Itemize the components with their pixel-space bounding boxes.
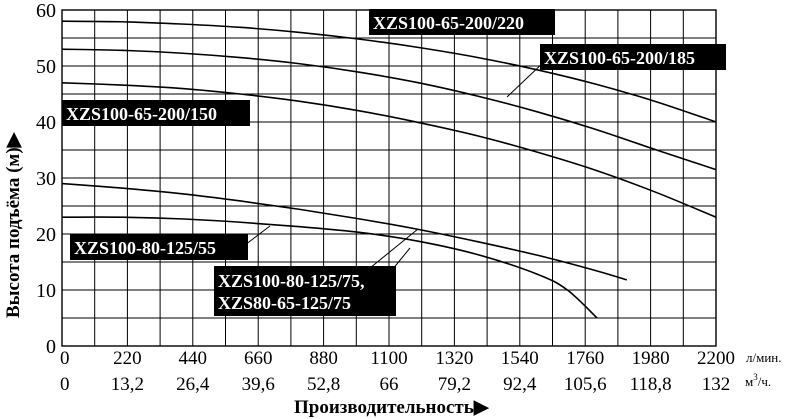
svg-text:XZS100-65-200/150: XZS100-65-200/150 (66, 104, 217, 124)
x2-unit-label: м3/ч. (745, 372, 771, 389)
x-tick-label: 2200 (697, 348, 735, 369)
series-curve-2 (61, 48, 717, 171)
series-label-55: XZS100-80-125/55 (70, 234, 248, 260)
y-tick-label: 40 (36, 112, 56, 134)
svg-text:XZS100-65-200/220: XZS100-65-200/220 (373, 13, 524, 33)
x-tick-label: 440 (179, 348, 208, 369)
x-tick-label: 1980 (632, 348, 670, 369)
label-leader-75-a (369, 228, 419, 269)
series-curve-1 (61, 20, 717, 123)
series-label-150: XZS100-65-200/150 (62, 100, 250, 126)
x2-tick-label: 92,4 (503, 374, 537, 395)
x2-tick-label: 0 (60, 374, 70, 395)
y-tick-label: 30 (36, 168, 56, 190)
x-axis-title: Производительность▶ (294, 397, 490, 418)
svg-text:XZS100-80-125/55: XZS100-80-125/55 (74, 238, 216, 258)
x-tick-label: 660 (244, 348, 273, 369)
x-tick-label: 1540 (501, 348, 539, 369)
series-curve-4 (61, 182, 628, 281)
x2-tick-label: 66 (380, 374, 399, 395)
label-leader-185 (506, 59, 547, 98)
y-tick-label: 20 (36, 224, 56, 246)
series-label-75: XZS100-80-125/75, XZS80-65-125/75 (214, 266, 396, 316)
series-label-185: XZS100-65-200/185 (540, 44, 726, 70)
x2-tick-label: 39,6 (242, 374, 275, 395)
x2-tick-label: 26,4 (176, 374, 210, 395)
x-tick-label: 880 (309, 348, 338, 369)
y-tick-label: 60 (36, 0, 56, 22)
x-tick-label: 1320 (435, 348, 473, 369)
x2-tick-label: 13,2 (111, 374, 144, 395)
y-tick-label: 10 (36, 280, 56, 302)
x-tick-label: 1760 (566, 348, 604, 369)
x-tick-label: 0 (60, 348, 70, 369)
y-tick-label: 50 (36, 56, 56, 78)
x2-tick-label: 118,8 (630, 374, 672, 395)
x2-tick-label: 132 (702, 374, 731, 395)
svg-text:XZS80-65-125/75: XZS80-65-125/75 (218, 293, 351, 313)
x2-tick-label: 79,2 (438, 374, 471, 395)
label-leader-55 (244, 225, 271, 246)
x2-tick-label: 105,6 (564, 374, 607, 395)
y-axis-title: Высота подъёма (м)▶ (3, 131, 24, 318)
x-tick-label: 1100 (370, 348, 407, 369)
x2-tick-label: 52,8 (307, 374, 340, 395)
y-tick-label: 0 (46, 336, 56, 358)
series-label-220: XZS100-65-200/220 (369, 9, 555, 35)
svg-text:XZS100-65-200/185: XZS100-65-200/185 (544, 48, 695, 68)
series-curves (61, 20, 717, 319)
x-tick-label: 220 (113, 348, 142, 369)
series-curve-5 (61, 216, 598, 319)
svg-text:XZS100-80-125/75,: XZS100-80-125/75, (218, 271, 365, 291)
series-curve-3 (61, 82, 717, 218)
x-unit-label: л/мин. (746, 350, 782, 365)
